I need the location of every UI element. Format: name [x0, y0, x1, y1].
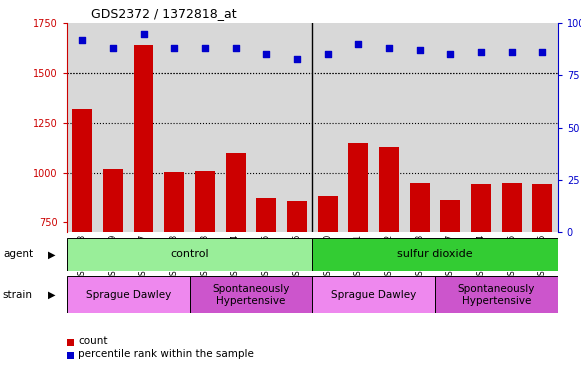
Bar	[67, 238, 313, 271]
Bar	[195, 170, 215, 372]
Point	[354, 41, 363, 47]
Point	[507, 49, 517, 55]
Bar	[72, 109, 92, 372]
Point	[385, 45, 394, 51]
Text: Sprague Dawley: Sprague Dawley	[331, 290, 416, 300]
Text: Spontaneously
Hypertensive: Spontaneously Hypertensive	[458, 284, 535, 306]
Point	[170, 45, 179, 51]
Bar	[502, 184, 522, 372]
Point	[261, 51, 271, 58]
Point	[108, 45, 117, 51]
Point	[200, 45, 210, 51]
Text: agent: agent	[3, 249, 33, 260]
Point	[538, 49, 547, 55]
Bar	[379, 147, 399, 372]
Text: ▶: ▶	[48, 290, 55, 300]
Point	[415, 47, 424, 53]
Text: sulfur dioxide: sulfur dioxide	[397, 249, 473, 260]
Bar	[313, 238, 558, 271]
Bar	[349, 142, 368, 372]
Bar	[410, 184, 430, 372]
Bar	[67, 276, 189, 313]
Bar	[134, 45, 153, 372]
Point	[139, 30, 148, 36]
Bar	[318, 197, 338, 372]
Bar	[440, 200, 460, 372]
Bar	[313, 276, 435, 313]
Text: Spontaneously
Hypertensive: Spontaneously Hypertensive	[212, 284, 289, 306]
Text: GDS2372 / 1372818_at: GDS2372 / 1372818_at	[91, 7, 237, 20]
Bar	[287, 202, 307, 372]
Point	[323, 51, 332, 58]
Point	[446, 51, 455, 58]
Point	[231, 45, 240, 51]
Text: percentile rank within the sample: percentile rank within the sample	[78, 349, 254, 359]
Bar	[471, 184, 491, 372]
Point	[77, 37, 87, 43]
Bar	[435, 276, 558, 313]
Bar	[189, 276, 313, 313]
Text: Sprague Dawley: Sprague Dawley	[85, 290, 171, 300]
Text: ▶: ▶	[48, 249, 55, 260]
Bar	[164, 172, 184, 372]
Text: count: count	[78, 336, 108, 346]
Text: control: control	[170, 249, 209, 260]
Bar	[256, 199, 276, 372]
Bar	[532, 184, 553, 372]
Bar	[103, 169, 123, 372]
Point	[476, 49, 486, 55]
Bar	[225, 152, 246, 372]
Text: strain: strain	[3, 290, 33, 300]
Point	[292, 56, 302, 62]
